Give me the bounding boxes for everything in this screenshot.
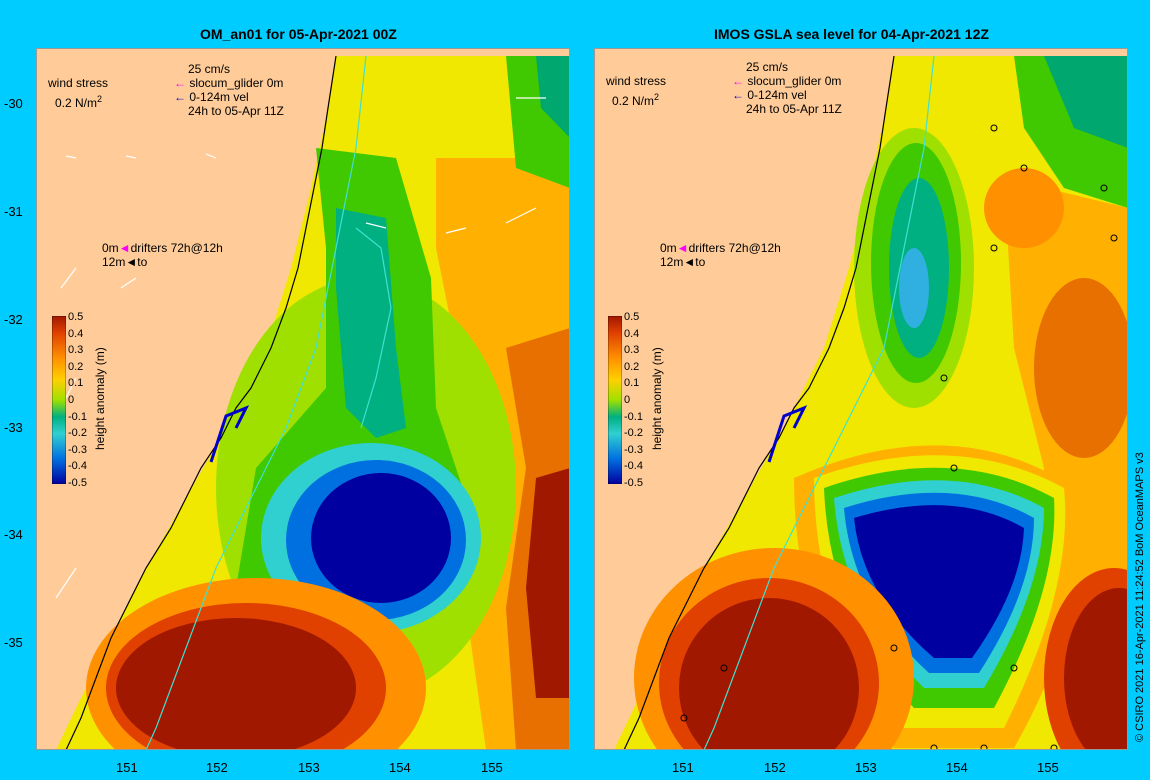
right-panel-title: IMOS GSLA sea level for 04-Apr-2021 12Z <box>714 26 989 42</box>
left-x-tick-155: 155 <box>481 760 503 775</box>
left-map <box>36 48 570 750</box>
y-tick-m32: -32 <box>4 312 23 327</box>
shelf-contour <box>703 55 935 750</box>
y-tick-m34: -34 <box>4 527 23 542</box>
south-eddy-core <box>854 505 1024 658</box>
glider-track <box>209 405 250 463</box>
left-glider-legend: ← slocum_glider 0m <box>174 76 284 90</box>
right-colorbar-ticks: 0.5 0.4 0.3 0.2 0.1 0 -0.1 -0.2 -0.3 -0.4 -0.5 <box>624 311 643 489</box>
right-speed-scale: 25 cm/s <box>746 60 789 74</box>
right-vel-legend: ← 0-124m vel <box>732 88 807 102</box>
right-x-tick-153: 153 <box>855 760 877 775</box>
coastline <box>623 55 895 750</box>
right-x-tick-154: 154 <box>946 760 968 775</box>
left-map-panel <box>36 48 570 750</box>
credit-text: © CSIRO 2021 16-Apr-2021 11:24:52 BoM Oc… <box>1134 452 1146 742</box>
eddy-contour <box>355 227 392 429</box>
wind-arrows <box>55 97 546 599</box>
y-tick-m30: -30 <box>4 96 23 111</box>
coastline <box>65 55 337 750</box>
right-x-tick-155: 155 <box>1037 760 1059 775</box>
right-map <box>594 48 1128 750</box>
eddy-core <box>311 473 451 603</box>
warm-anomaly-east-red <box>526 468 570 698</box>
right-x-tick-152: 152 <box>764 760 786 775</box>
right-drifter-0m: 0m◄drifters 72h@12h <box>660 241 781 255</box>
left-wind-label: wind stress <box>48 76 109 90</box>
left-x-tick-153: 153 <box>298 760 320 775</box>
right-colorbar <box>608 316 622 484</box>
right-drifter-12m: 12m◄to <box>660 255 706 269</box>
shelf-contour <box>145 55 367 750</box>
left-colorbar-ticks: 0.5 0.4 0.3 0.2 0.1 0 -0.1 -0.2 -0.3 -0.4 -0.5 <box>68 311 87 489</box>
drifter-markers <box>680 124 1118 750</box>
right-glider-legend: ← slocum_glider 0m <box>732 74 842 88</box>
left-x-tick-151: 151 <box>116 760 138 775</box>
glider-track <box>767 405 808 463</box>
right-wind-scale: 0.2 N/m2 <box>612 92 660 108</box>
left-window-legend: 24h to 05-Apr 11Z <box>188 104 284 118</box>
right-colorbar-label: height anomaly (m) <box>650 347 664 450</box>
cool-anomaly-ne-core <box>1044 56 1128 148</box>
y-tick-m33: -33 <box>4 420 23 435</box>
warm-anomaly-ne-blob <box>984 168 1064 248</box>
left-panel-title: OM_an01 for 05-Apr-2021 00Z <box>200 26 397 42</box>
right-wind-label: wind stress <box>606 74 667 88</box>
left-speed-scale: 25 cm/s <box>188 62 231 76</box>
cool-anomaly-ne-core <box>536 56 570 138</box>
y-tick-m31: -31 <box>4 204 23 219</box>
left-vel-legend: ← 0-124m vel <box>174 90 249 104</box>
left-wind-scale: 0.2 N/m2 <box>55 94 103 110</box>
y-tick-m35: -35 <box>4 635 23 650</box>
north-eddy-core <box>899 248 929 328</box>
eddy-ridge-teal <box>336 208 406 438</box>
warm-anomaly-east-core <box>1034 278 1128 458</box>
left-drifter-12m: 12m◄to <box>102 255 148 269</box>
left-x-tick-154: 154 <box>389 760 411 775</box>
warm-eddy-south-core <box>116 618 356 750</box>
right-window-legend: 24h to 05-Apr 11Z <box>746 102 842 116</box>
warm-eddy-se-core <box>1064 588 1128 750</box>
left-colorbar-label: height anomaly (m) <box>93 347 107 450</box>
warm-eddy-sw-core <box>679 598 859 750</box>
right-map-panel <box>594 48 1128 750</box>
left-drifter-0m: 0m◄drifters 72h@12h <box>102 241 223 255</box>
left-colorbar <box>52 316 66 484</box>
right-x-tick-151: 151 <box>672 760 694 775</box>
left-x-tick-152: 152 <box>206 760 228 775</box>
